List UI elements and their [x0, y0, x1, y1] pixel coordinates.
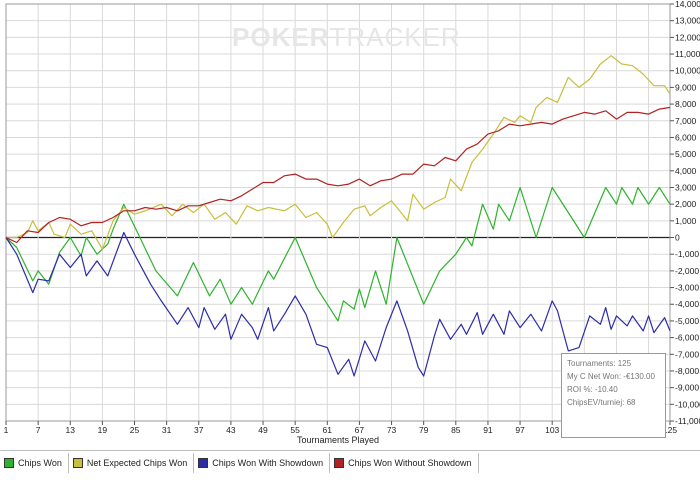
x-tick-label: 19	[98, 425, 108, 435]
series-line-net-expected-chips-won	[6, 55, 671, 250]
x-tick-label: 103	[545, 425, 559, 435]
info-roi: ROI %: -10.40	[567, 385, 618, 394]
y-tick-label: 2,000	[675, 199, 697, 209]
x-tick-label: 37	[194, 425, 204, 435]
y-tick-label: 6,000	[675, 132, 697, 142]
stats-info-box: Tournaments: 125 My C Net Won: -€130.00 …	[561, 353, 666, 438]
y-tick-label: 14,000	[675, 0, 700, 9]
series-line-chips-won-without-showdown	[5, 106, 671, 244]
y-tick-label: -1,000	[675, 249, 699, 259]
y-tick-label: -4,000	[675, 299, 699, 309]
y-tick-label: 0	[675, 233, 680, 243]
x-tick-label: 7	[36, 425, 41, 435]
x-tick-label: 31	[162, 425, 172, 435]
y-tick-label: -7,000	[675, 349, 699, 359]
y-tick-label: 9,000	[675, 82, 697, 92]
x-tick-label: 13	[66, 425, 76, 435]
legend-swatch	[334, 458, 345, 468]
watermark-logo: POKERTRACKER	[232, 22, 461, 53]
y-tick-label: 7,000	[675, 116, 697, 126]
plot-frame	[5, 3, 671, 422]
legend-item: Chips Won Without Showdown	[330, 453, 479, 473]
y-tick-label: 3,000	[675, 182, 697, 192]
x-axis-title: Tournaments Played	[297, 435, 379, 445]
legend-label: Chips Won Without Showdown	[348, 458, 472, 468]
x-tick-label: 97	[515, 425, 525, 435]
watermark-part1: POKER	[232, 22, 330, 52]
y-tick-label: 1,000	[675, 216, 697, 226]
x-tick-label: 55	[290, 425, 300, 435]
y-tick-label: 10,000	[675, 66, 700, 76]
legend-label: Chips Won With Showdown	[212, 458, 324, 468]
legend-swatch	[198, 458, 209, 468]
x-tick-label: 49	[258, 425, 268, 435]
legend-item: Chips Won	[0, 453, 69, 473]
x-tick-label: 79	[419, 425, 429, 435]
y-tick-label: -10,000	[675, 399, 700, 409]
y-tick-label: 4,000	[675, 166, 697, 176]
y-tick-label: -11,000	[675, 416, 700, 426]
legend-swatch	[4, 458, 14, 468]
x-tick-label: 25	[130, 425, 140, 435]
y-tick-label: 12,000	[675, 32, 700, 42]
x-tick-label: 85	[451, 425, 461, 435]
watermark-part2: TRACKER	[329, 22, 461, 52]
legend-label: Net Expected Chips Won	[86, 458, 188, 468]
y-tick-label: -8,000	[675, 366, 699, 376]
y-tick-label: 11,000	[675, 49, 700, 59]
y-tick-label: 5,000	[675, 149, 697, 159]
y-tick-label: -5,000	[675, 316, 699, 326]
info-chipsev: ChipsEV/turniej: 68	[567, 398, 636, 407]
y-tick-label: -2,000	[675, 266, 699, 276]
y-tick-label: -6,000	[675, 333, 699, 343]
x-tick-label: 125	[663, 425, 677, 435]
x-tick-label: 43	[226, 425, 236, 435]
info-tournaments: Tournaments: 125	[567, 359, 632, 368]
x-tick-label: 67	[355, 425, 365, 435]
y-tick-label: 13,000	[675, 16, 700, 26]
legend-swatch	[72, 458, 83, 468]
x-tick-label: 91	[483, 425, 493, 435]
y-tick-label: 8,000	[675, 99, 697, 109]
chart-legend: Chips Won Net Expected Chips Won Chips Won…	[0, 450, 700, 477]
legend-label: Chips Won	[18, 458, 62, 468]
x-tick-label: 61	[323, 425, 333, 435]
info-net-won: My C Net Won: -€130.00	[567, 372, 655, 381]
legend-item: Net Expected Chips Won	[69, 453, 195, 473]
legend-item: Chips Won With Showdown	[194, 453, 331, 473]
x-tick-label: 1	[4, 425, 9, 435]
x-tick-label: 73	[387, 425, 397, 435]
y-tick-label: -9,000	[675, 383, 699, 393]
series-line-chips-won	[5, 186, 671, 322]
series-line-chips-won-with-showdown	[5, 231, 671, 377]
y-tick-label: -3,000	[675, 283, 699, 293]
